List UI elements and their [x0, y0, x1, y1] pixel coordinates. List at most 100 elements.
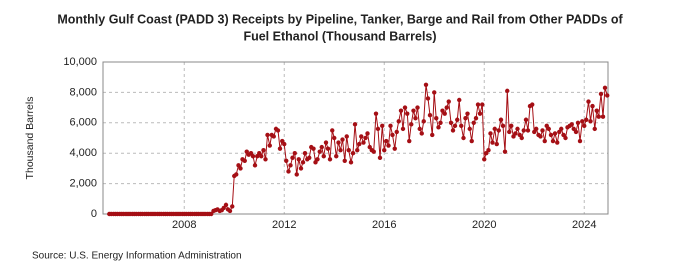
data-point	[377, 155, 383, 160]
data-point	[405, 111, 410, 116]
data-point	[223, 202, 229, 208]
data-point	[465, 111, 470, 116]
data-point	[380, 123, 385, 129]
data-point	[569, 122, 574, 127]
data-point	[592, 126, 597, 132]
data-point	[452, 123, 458, 129]
data-point	[598, 91, 604, 97]
data-point	[332, 135, 337, 141]
data-point	[340, 137, 345, 142]
data-point	[602, 85, 608, 91]
data-point	[396, 119, 401, 124]
data-point	[573, 129, 579, 135]
data-point	[417, 126, 422, 132]
data-point	[450, 128, 456, 133]
data-point	[600, 114, 606, 119]
data-point	[384, 138, 389, 144]
data-point	[448, 120, 454, 126]
data-point	[575, 120, 581, 126]
data-point	[277, 146, 283, 151]
data-point	[275, 128, 281, 133]
data-point	[586, 99, 591, 104]
data-point	[540, 128, 545, 133]
data-point	[596, 114, 601, 119]
data-point	[296, 157, 301, 162]
data-point	[463, 116, 468, 121]
data-point	[494, 141, 499, 147]
source-note: Source: U.S. Energy Information Administ…	[32, 251, 242, 262]
data-point	[402, 105, 408, 110]
data-point	[425, 96, 431, 101]
data-point	[521, 128, 526, 133]
data-point	[261, 147, 266, 153]
data-point	[459, 123, 464, 129]
data-point	[477, 111, 483, 116]
data-point	[588, 119, 593, 124]
data-point	[373, 111, 379, 116]
data-point	[442, 111, 447, 116]
data-point	[413, 116, 418, 121]
data-point	[286, 169, 291, 174]
y-tick-label: 8,000	[69, 86, 97, 98]
data-point	[321, 154, 326, 159]
chart-title: Fuel Ethanol (Thousand Barrels)	[243, 29, 436, 43]
y-axis-label: Thousand Barrels	[24, 97, 36, 180]
data-point	[344, 134, 349, 139]
chart-title: Monthly Gulf Coast (PADD 3) Receipts by …	[57, 12, 623, 26]
data-point	[325, 146, 331, 151]
data-point	[284, 158, 289, 163]
y-tick-label: 10,000	[63, 56, 97, 68]
data-point	[444, 105, 449, 110]
data-point	[338, 147, 343, 153]
x-tick-label: 2020	[472, 219, 496, 231]
data-point	[542, 138, 547, 144]
data-point	[534, 126, 539, 132]
data-point	[582, 123, 587, 129]
data-point	[409, 122, 414, 127]
data-point	[471, 120, 476, 126]
data-point	[502, 149, 508, 154]
data-point	[319, 144, 324, 150]
data-point	[505, 88, 510, 94]
data-point	[552, 131, 558, 136]
data-point	[538, 134, 543, 139]
data-point	[594, 108, 599, 113]
data-point	[330, 128, 335, 133]
data-point	[209, 211, 214, 217]
data-point	[307, 155, 312, 160]
data-point	[492, 126, 497, 132]
data-point	[294, 172, 299, 177]
data-point	[323, 140, 329, 145]
data-point	[382, 147, 387, 153]
data-point	[571, 126, 576, 132]
data-point	[484, 151, 489, 156]
data-point	[311, 146, 316, 151]
data-point	[227, 208, 233, 214]
data-point	[486, 147, 491, 153]
data-point	[386, 143, 391, 148]
data-point	[371, 149, 376, 154]
data-point	[398, 108, 404, 113]
data-point	[584, 117, 589, 122]
data-point	[400, 126, 406, 132]
data-point	[238, 166, 243, 171]
data-point	[346, 147, 351, 153]
data-point	[300, 160, 306, 165]
data-point	[482, 157, 487, 162]
data-point	[355, 147, 360, 153]
data-point	[242, 158, 247, 163]
data-point	[342, 158, 347, 163]
data-point	[430, 132, 435, 138]
data-point	[336, 140, 341, 145]
data-point	[250, 154, 256, 159]
data-point	[252, 163, 258, 168]
data-point	[559, 126, 564, 132]
x-tick-label: 2008	[172, 219, 196, 231]
y-tick-label: 0	[91, 208, 97, 220]
x-tick-label: 2016	[372, 219, 396, 231]
data-point	[490, 140, 495, 145]
data-point	[363, 135, 368, 141]
data-point	[288, 163, 293, 168]
data-point	[446, 99, 451, 104]
